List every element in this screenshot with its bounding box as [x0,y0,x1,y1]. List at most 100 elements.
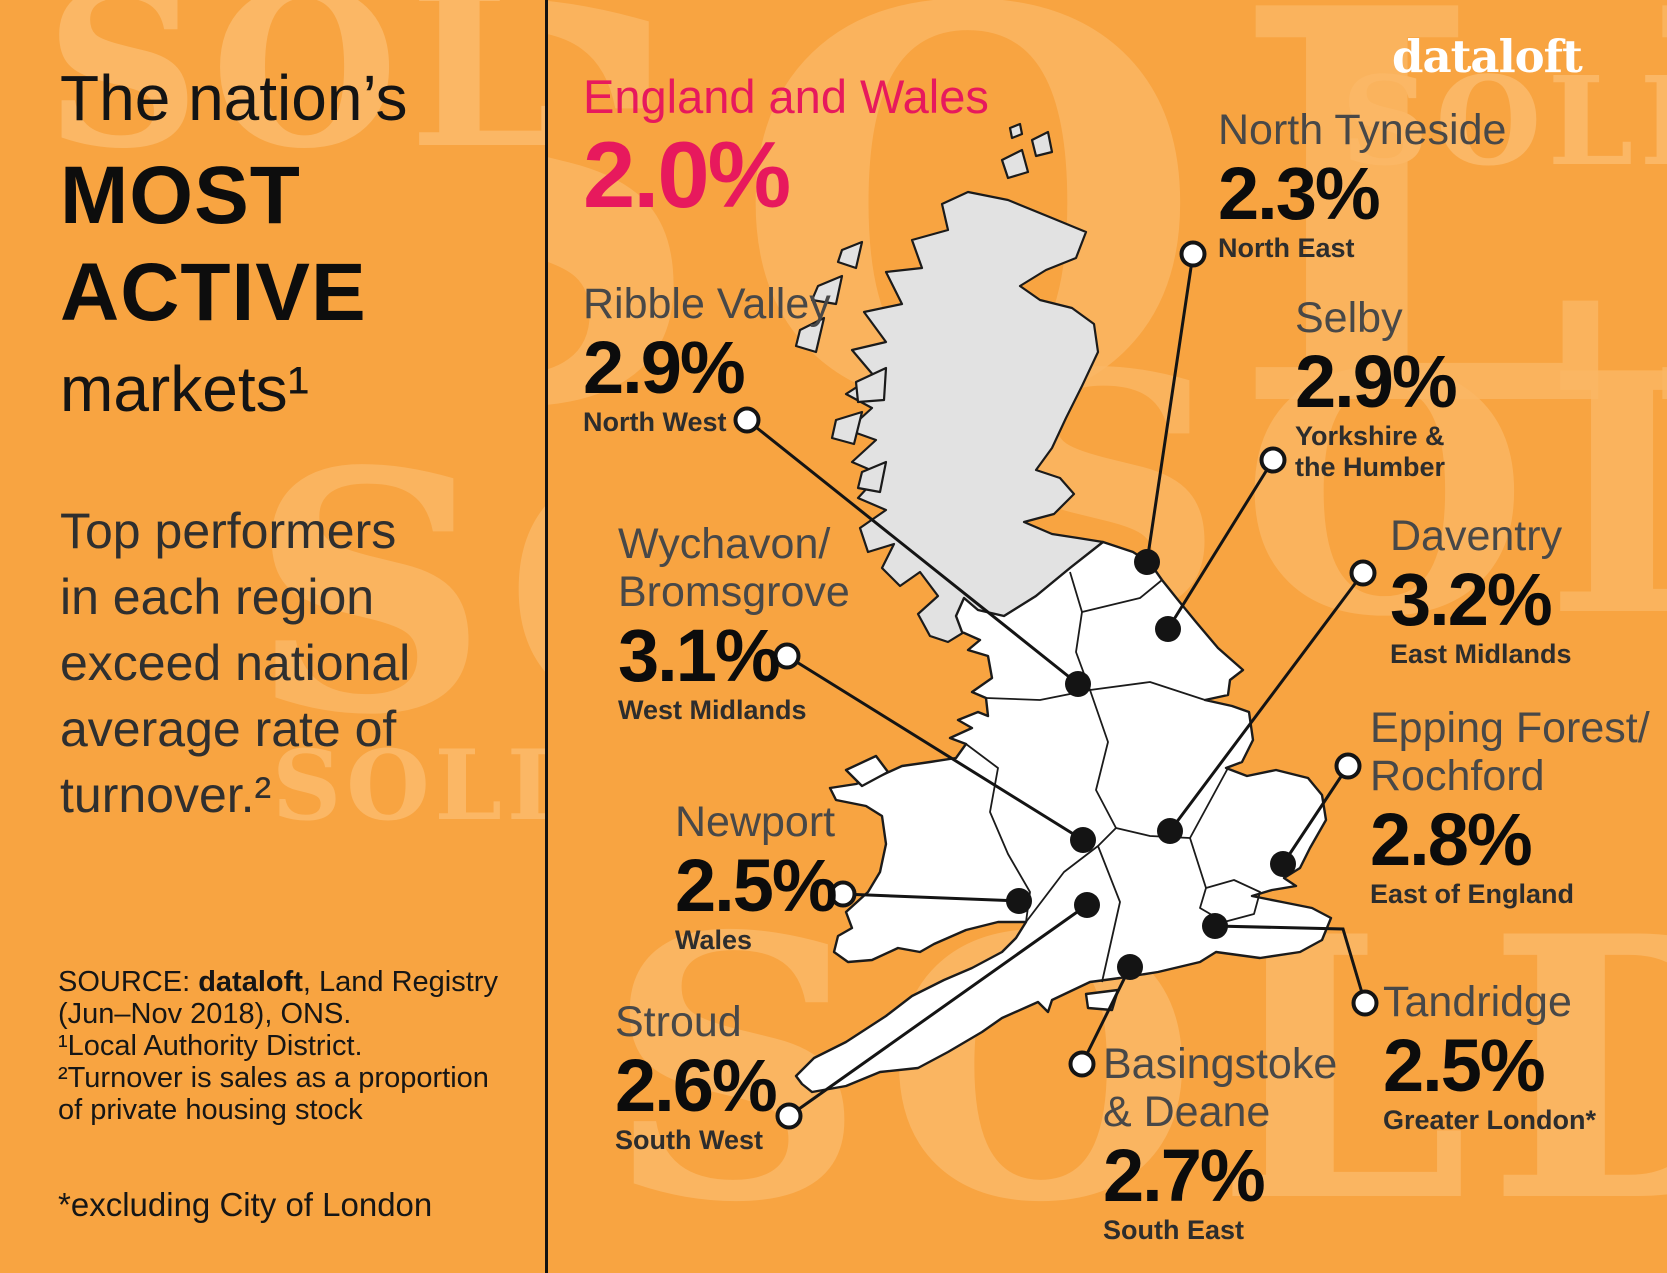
sold-watermark: SOLD [1341,49,1667,193]
market-name: Basingstoke [1103,1040,1338,1088]
map-marker-basingstoke [1117,954,1143,980]
title-line: MOST [60,150,301,241]
callout-circle-selby [1259,446,1287,474]
subtitle-line: in each region [60,569,375,625]
source-line: (Jun–Nov 2018), ONS. [58,998,352,1030]
market-name: & Deane [1103,1088,1271,1136]
market-basingstoke-deane: Basingstoke & Deane 2.7% South East [1103,1040,1337,1246]
market-region: Wales [675,925,753,955]
callout-line-ribble-valley [745,418,1080,686]
market-region: East of England [1370,879,1575,909]
callout-circle-newport [829,880,857,908]
market-region: North West [583,407,727,437]
callout-circle-daventry [1349,559,1377,587]
title-line: ACTIVE [60,247,367,338]
market-value: 2.8% [1370,798,1533,881]
watermark-layer-right: SOLD SOLD SOLD SOLD [546,0,1667,1273]
callout-circle-stroud [775,1102,803,1130]
england-wales-shape [794,540,1333,1094]
subtitle-line: average rate of [60,701,397,757]
source-line: ²Turnover is sales as a proportion [58,1062,489,1094]
market-region: West Midlands [618,695,807,725]
callout-lines [745,252,1367,1118]
source-prefix: SOURCE: [58,966,199,998]
market-ribble-valley: Ribble Valley 2.9% North West [583,280,831,438]
subtitle-line: exceed national [60,635,411,691]
market-epping-forest-rochford: Epping Forest/ Rochford 2.8% East of Eng… [1370,704,1650,910]
market-name: Selby [1295,294,1403,342]
footnote: *excluding City of London [58,1186,433,1223]
market-value: 2.9% [1295,340,1458,423]
sold-watermark: SOLD [45,0,546,196]
market-region: South East [1103,1215,1245,1245]
market-value: 3.2% [1390,558,1553,641]
market-name: North Tyneside [1218,106,1507,154]
market-name: Ribble Valley [583,280,831,328]
scotland-shape [794,122,1105,644]
market-value: 2.7% [1103,1134,1266,1217]
market-region: East Midlands [1390,639,1572,669]
market-name: Newport [675,798,836,846]
map-marker-wychavon [1070,827,1096,853]
market-name: Tandridge [1383,978,1572,1026]
market-value: 2.5% [1383,1024,1546,1107]
source-line: of private housing stock [58,1094,363,1126]
callout-circle-north-tyneside [1179,240,1207,268]
callout-line-stroud [787,903,1089,1118]
callout-circle-ribble-valley [733,406,761,434]
market-name: Daventry [1390,512,1563,560]
national-label: England and Wales [583,70,989,123]
source-suffix: , Land Registry [302,966,498,998]
market-name: Bromsgrove [618,568,850,616]
market-name: Stroud [615,998,742,1046]
map-marker-epping [1270,851,1296,877]
map-marker-newport [1006,888,1032,914]
market-value: 3.1% [618,614,781,697]
market-wychavon-bromsgrove: Wychavon/ Bromsgrove 3.1% West Midlands [618,520,850,726]
callout-circle-tandridge [1351,989,1379,1017]
map-marker-ribble-valley [1065,671,1091,697]
subtitle: Top performers in each region exceed nat… [60,498,410,828]
market-region: Yorkshire & [1295,421,1445,451]
callout-circle-wychavon [773,642,801,670]
national-average: England and Wales 2.0% [583,70,989,226]
market-value: 2.3% [1218,152,1381,235]
market-name: Rochford [1370,752,1545,800]
market-daventry: Daventry 3.2% East Midlands [1390,512,1572,670]
market-region: the Humber [1295,452,1446,482]
callout-line-newport [841,892,1021,903]
callout-line-daventry [1168,571,1365,833]
callout-circle-basingstoke [1068,1050,1096,1078]
callout-line-selby [1166,458,1275,631]
callout-line-basingstoke [1080,965,1132,1066]
market-selby: Selby 2.9% Yorkshire & the Humber [1295,294,1458,483]
watermark-layer-left: SOLD SOLD SOLD [0,0,546,1273]
market-tandridge: Tandridge 2.5% Greater London* [1383,978,1596,1136]
callout-circle-epping [1334,752,1362,780]
map-marker-daventry [1157,818,1183,844]
market-value: 2.9% [583,326,746,409]
map-marker-north-tyneside [1134,549,1160,575]
callout-line-tandridge [1213,924,1367,1005]
map-marker-tandridge [1202,913,1228,939]
map-markers [1006,549,1296,980]
market-stroud: Stroud 2.6% South West [615,998,778,1156]
subtitle-line: turnover.² [60,767,272,823]
source-brand: dataloft [198,966,303,998]
market-region: South West [615,1125,763,1155]
market-name: Wychavon/ [618,520,831,568]
market-region: Greater London* [1383,1105,1597,1135]
callout-line-wychavon [785,654,1085,842]
market-value: 2.6% [615,1044,778,1127]
page-title: The nation’s MOST ACTIVE markets¹ [60,50,408,438]
callout-line-epping [1281,764,1350,866]
subtitle-line: Top performers [60,503,397,559]
title-line: The nation’s [60,62,408,134]
sold-watermark: SOLD [546,0,1667,527]
divider-line [545,0,548,1273]
market-name: Epping Forest/ [1370,704,1650,752]
market-newport: Newport 2.5% Wales [675,798,838,956]
callout-circles [733,240,1379,1130]
